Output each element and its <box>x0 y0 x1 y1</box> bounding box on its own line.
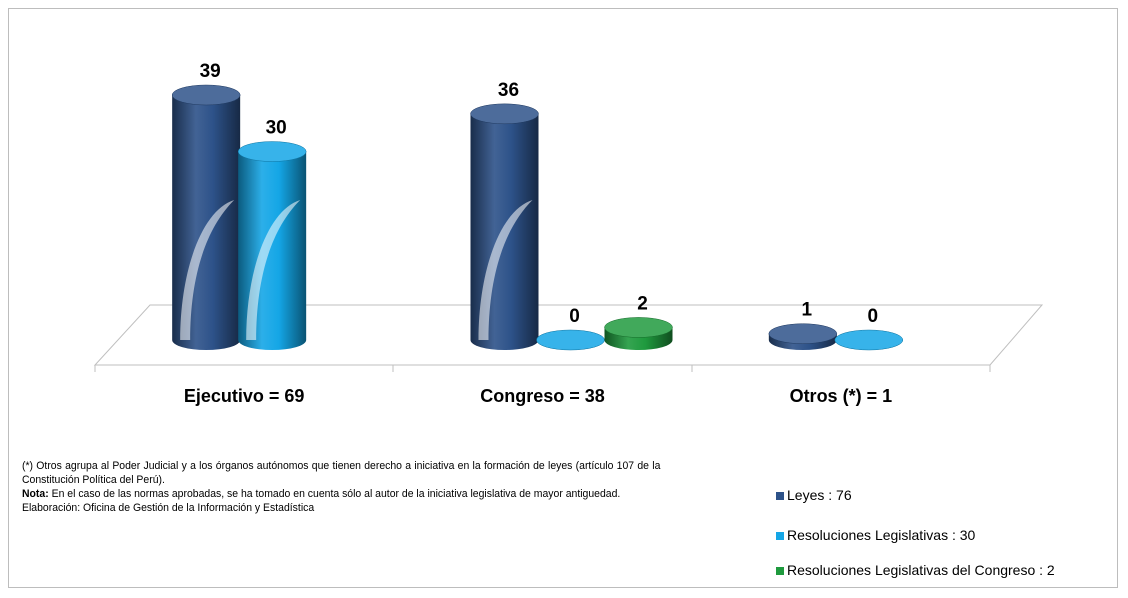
nota-text: En el caso de las normas aprobadas, se h… <box>51 488 621 500</box>
cylinder-top <box>768 323 838 344</box>
value-label: 39 <box>200 61 221 82</box>
footnote: (*) Otros agrupa al Poder Judicial y a l… <box>22 460 661 486</box>
legend-swatch <box>776 532 784 540</box>
legend-swatch <box>776 492 784 500</box>
highlight <box>478 200 533 340</box>
cylinder-top <box>604 317 673 338</box>
highlight <box>246 200 301 340</box>
highlight <box>180 200 235 340</box>
legend-label: Resoluciones Legislativas del Congreso :… <box>787 562 1055 578</box>
source: Elaboración: Oficina de Gestión de la In… <box>22 502 315 514</box>
value-label: 2 <box>637 293 648 314</box>
legend-swatch <box>776 567 784 575</box>
value-label: 1 <box>802 300 813 321</box>
cylinder-top <box>834 329 904 351</box>
value-label: 36 <box>498 80 519 101</box>
x-tick-label: Ejecutivo = 69 <box>184 386 305 406</box>
x-tick-label: Congreso = 38 <box>480 386 605 406</box>
value-label: 30 <box>266 118 287 139</box>
nota: Nota: En el caso de las normas aprobadas… <box>22 487 660 501</box>
cylinder-top <box>470 103 539 125</box>
chart-frame <box>8 8 1118 588</box>
nota-label: Nota: <box>22 488 49 500</box>
x-tick-label: Otros (*) = 1 <box>790 386 893 406</box>
legend-label: Resoluciones Legislativas : 30 <box>787 527 976 543</box>
legend-label: Leyes : 76 <box>787 487 852 503</box>
value-label: 0 <box>569 306 580 327</box>
cylinder-top <box>171 84 241 106</box>
cylinder-top <box>536 329 605 351</box>
value-label: 0 <box>868 306 879 327</box>
notes: (*) Otros agrupa al Poder Judicial y a l… <box>22 459 660 515</box>
cylinder-top <box>237 141 307 162</box>
